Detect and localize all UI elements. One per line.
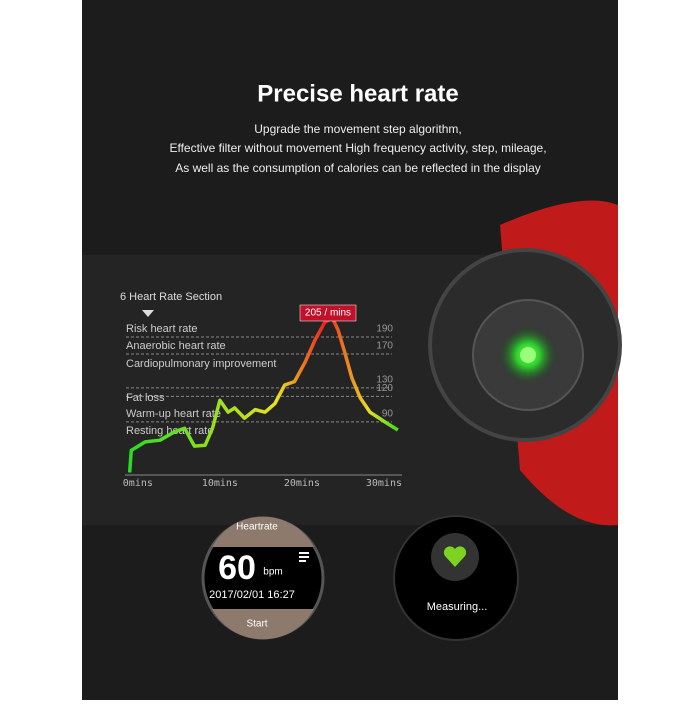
bpm-value: 60 <box>218 549 256 587</box>
x-tick-label: 10mins <box>202 478 238 489</box>
x-tick-label: 20mins <box>284 478 320 489</box>
datetime: 2017/02/01 16:27 <box>209 589 295 601</box>
watch-title: Heartrate <box>236 522 278 533</box>
y-tick-label: 130 <box>376 375 393 386</box>
zone-label: Cardiopulmonary improvement <box>126 358 276 370</box>
watch-image <box>428 200 622 526</box>
subtitle: Upgrade the movement step algorithm, <box>254 122 461 136</box>
start-button: Start <box>246 619 267 630</box>
status: Measuring... <box>427 601 488 613</box>
zone-label: Resting heart rate <box>126 425 213 437</box>
zone-label: Anaerobic heart rate <box>126 340 226 352</box>
heart-rate-line <box>127 316 399 473</box>
heart-icon <box>443 546 467 567</box>
marker <box>142 310 154 317</box>
subtitle: As well as the consumption of calories c… <box>175 161 541 175</box>
y-tick-label: 170 <box>376 341 393 352</box>
x-tick-label: 0mins <box>123 478 153 489</box>
subtitle: Effective filter without movement High f… <box>169 141 546 155</box>
y-tick-label: 90 <box>382 409 394 420</box>
zone-label: Warm-up heart rate <box>126 408 221 420</box>
watch-face: Measuring... <box>393 515 519 641</box>
annotation: 205 / mins <box>305 308 351 319</box>
watch-face: Heartrate 60 bpm 2017/02/01 16:27 Start <box>201 516 325 640</box>
x-tick-label: 30mins <box>366 478 402 489</box>
title: Precise heart rate <box>257 80 458 107</box>
y-tick-label: 190 <box>376 324 393 335</box>
menu-icon <box>299 552 309 562</box>
y-tick-label: 120 <box>376 383 393 394</box>
bpm-unit: bpm <box>263 567 282 578</box>
zone-label: Risk heart rate <box>126 323 198 335</box>
annotation-box <box>299 304 357 322</box>
chart-title: 6 Heart Rate Section <box>120 291 222 303</box>
zone-label: Fat loss <box>126 392 165 404</box>
